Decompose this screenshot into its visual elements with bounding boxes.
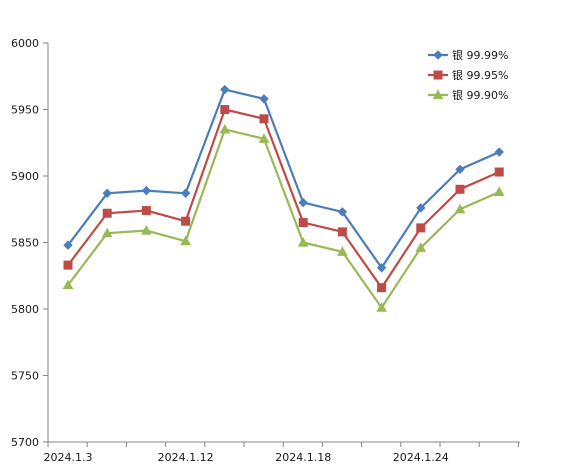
data-point-series-2: [259, 114, 269, 124]
data-point-series-1: [63, 240, 73, 250]
legend-marker-2: [433, 70, 443, 80]
data-point-series-3: [454, 203, 466, 214]
data-point-series-1: [180, 188, 191, 198]
y-tick-label: 5750: [11, 370, 39, 383]
data-point-series-1: [455, 164, 465, 175]
data-point-series-1: [298, 197, 308, 208]
data-point-series-2: [141, 206, 151, 216]
data-point-series-2: [102, 208, 112, 218]
legend-label-1: 银 99.99%: [452, 48, 508, 62]
data-point-series-3: [180, 235, 191, 246]
legend-marker-1: [433, 50, 443, 60]
data-point-series-2: [298, 218, 308, 228]
y-tick-label: 5850: [11, 237, 39, 250]
legend-marker-3: [432, 89, 444, 100]
data-point-series-1: [416, 203, 426, 213]
data-point-series-3: [337, 246, 348, 256]
data-point-series-3: [258, 133, 270, 143]
data-point-series-1: [376, 263, 387, 273]
x-tick-label: 2024.1.12: [158, 451, 214, 464]
series-line-1: [67, 88, 500, 269]
series-line-2: [67, 108, 500, 289]
data-point-series-2: [416, 223, 426, 233]
y-tick-label: 5700: [11, 436, 39, 449]
data-point-series-3: [219, 123, 231, 134]
data-point-series-1: [220, 84, 230, 95]
y-tick-label: 5950: [11, 104, 39, 117]
y-tick-label: 5800: [11, 303, 39, 316]
data-point-series-3: [376, 302, 387, 312]
data-point-series-1: [259, 94, 269, 104]
x-tick-label: 2024.1.18: [275, 451, 331, 464]
data-point-series-2: [455, 184, 465, 194]
data-point-series-3: [62, 279, 74, 290]
data-point-series-2: [181, 216, 191, 226]
data-point-series-2: [220, 105, 230, 114]
data-point-series-3: [141, 225, 152, 235]
data-point-series-1: [337, 207, 348, 217]
x-tick-label: 2024.1.24: [393, 451, 449, 464]
legend-label-3: 银 99.90%: [452, 88, 508, 102]
data-point-series-2: [337, 227, 347, 237]
data-point-series-1: [494, 147, 504, 157]
y-tick-label: 6000: [11, 37, 39, 50]
data-point-series-1: [141, 185, 152, 196]
x-tick-label: 2024.1.3: [44, 451, 93, 464]
legend-label-2: 银 99.95%: [452, 68, 508, 82]
data-point-series-2: [494, 167, 504, 177]
data-point-series-1: [102, 188, 112, 198]
series-line-3: [67, 128, 500, 309]
data-point-series-3: [415, 242, 427, 252]
data-point-series-3: [297, 236, 309, 247]
data-point-series-3: [101, 227, 113, 238]
data-point-series-2: [63, 260, 73, 270]
y-tick-label: 5900: [11, 170, 39, 183]
data-point-series-3: [493, 186, 505, 197]
data-point-series-2: [377, 283, 387, 293]
